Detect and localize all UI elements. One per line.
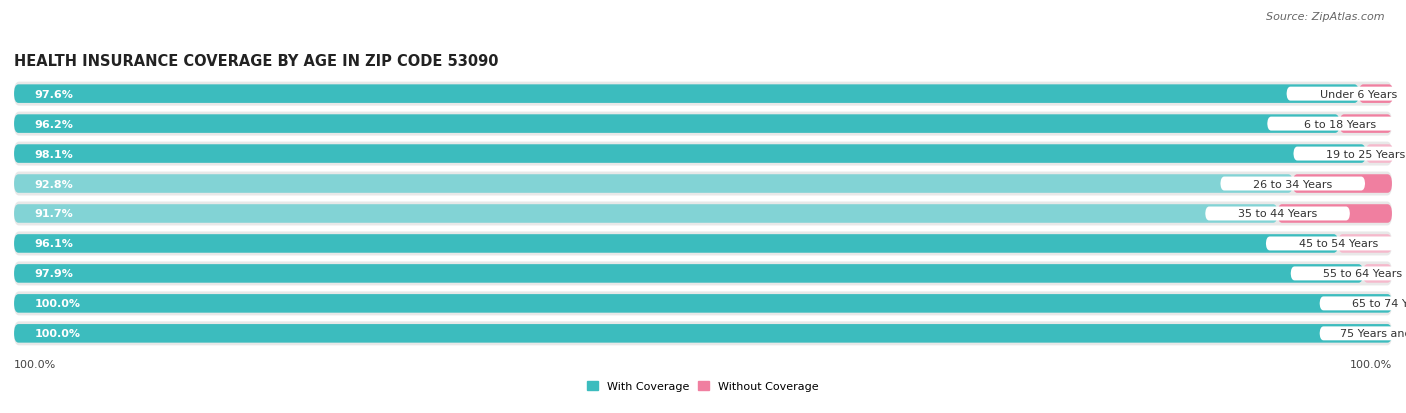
FancyBboxPatch shape — [1340, 115, 1392, 133]
FancyBboxPatch shape — [1365, 145, 1393, 164]
Text: 96.1%: 96.1% — [35, 239, 73, 249]
FancyBboxPatch shape — [1265, 237, 1406, 251]
FancyBboxPatch shape — [1220, 177, 1365, 191]
Text: 26 to 34 Years: 26 to 34 Years — [1253, 179, 1333, 189]
FancyBboxPatch shape — [1291, 267, 1406, 281]
Text: 45 to 54 Years: 45 to 54 Years — [1299, 239, 1378, 249]
FancyBboxPatch shape — [1292, 175, 1392, 193]
FancyBboxPatch shape — [14, 294, 1392, 313]
FancyBboxPatch shape — [1320, 327, 1406, 340]
FancyBboxPatch shape — [14, 85, 1358, 104]
FancyBboxPatch shape — [14, 175, 1292, 193]
FancyBboxPatch shape — [14, 205, 1278, 223]
FancyBboxPatch shape — [14, 322, 1392, 346]
Text: 75 Years and older: 75 Years and older — [1340, 329, 1406, 339]
FancyBboxPatch shape — [1320, 297, 1406, 311]
Text: 100.0%: 100.0% — [14, 359, 56, 369]
Text: 100.0%: 100.0% — [35, 329, 80, 339]
FancyBboxPatch shape — [14, 145, 1365, 164]
FancyBboxPatch shape — [14, 202, 1392, 226]
Text: 91.7%: 91.7% — [35, 209, 73, 219]
FancyBboxPatch shape — [14, 262, 1392, 286]
FancyBboxPatch shape — [14, 324, 1392, 343]
FancyBboxPatch shape — [14, 142, 1392, 166]
FancyBboxPatch shape — [14, 83, 1392, 107]
FancyBboxPatch shape — [14, 115, 1340, 133]
Text: 6 to 18 Years: 6 to 18 Years — [1303, 119, 1375, 129]
FancyBboxPatch shape — [1362, 264, 1392, 283]
Text: 65 to 74 Years: 65 to 74 Years — [1353, 299, 1406, 309]
FancyBboxPatch shape — [1286, 88, 1406, 101]
FancyBboxPatch shape — [1205, 207, 1350, 221]
Text: 35 to 44 Years: 35 to 44 Years — [1237, 209, 1317, 219]
FancyBboxPatch shape — [14, 172, 1392, 196]
FancyBboxPatch shape — [14, 235, 1339, 253]
Text: Under 6 Years: Under 6 Years — [1320, 89, 1398, 100]
Text: 96.2%: 96.2% — [35, 119, 73, 129]
Text: 98.1%: 98.1% — [35, 149, 73, 159]
FancyBboxPatch shape — [1339, 235, 1392, 253]
Text: Source: ZipAtlas.com: Source: ZipAtlas.com — [1267, 12, 1385, 22]
Text: 19 to 25 Years: 19 to 25 Years — [1326, 149, 1406, 159]
Text: 97.6%: 97.6% — [35, 89, 73, 100]
Legend: With Coverage, Without Coverage: With Coverage, Without Coverage — [582, 376, 824, 396]
FancyBboxPatch shape — [1294, 147, 1406, 161]
FancyBboxPatch shape — [14, 264, 1362, 283]
FancyBboxPatch shape — [14, 112, 1392, 136]
Text: 100.0%: 100.0% — [1350, 359, 1392, 369]
FancyBboxPatch shape — [1278, 205, 1392, 223]
Text: HEALTH INSURANCE COVERAGE BY AGE IN ZIP CODE 53090: HEALTH INSURANCE COVERAGE BY AGE IN ZIP … — [14, 54, 499, 69]
FancyBboxPatch shape — [14, 292, 1392, 316]
Text: 55 to 64 Years: 55 to 64 Years — [1323, 269, 1403, 279]
Text: 92.8%: 92.8% — [35, 179, 73, 189]
FancyBboxPatch shape — [1358, 85, 1393, 104]
FancyBboxPatch shape — [1267, 117, 1406, 131]
FancyBboxPatch shape — [14, 232, 1392, 256]
Text: 100.0%: 100.0% — [35, 299, 80, 309]
Text: 97.9%: 97.9% — [35, 269, 73, 279]
